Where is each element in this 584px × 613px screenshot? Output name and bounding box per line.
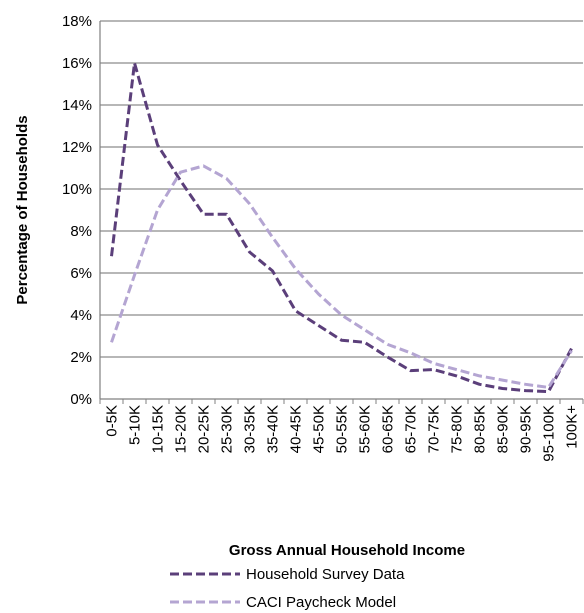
y-tick-label: 4%	[70, 307, 92, 324]
y-tick-label: 2%	[70, 349, 92, 366]
y-tick-label: 8%	[70, 223, 92, 240]
x-tick-label: 40-45K	[288, 405, 305, 453]
x-tick-label: 10-15K	[150, 405, 167, 453]
x-tick-label: 30-35K	[242, 405, 259, 453]
x-tick-label: 45-50K	[311, 405, 328, 453]
series-lines	[110, 61, 573, 394]
gridlines	[99, 20, 583, 400]
x-tick-label: 90-95K	[518, 405, 535, 453]
series-line-2	[110, 164, 573, 389]
x-tick-label: 50-55K	[334, 405, 351, 453]
x-tick-label: 15-20K	[173, 405, 190, 453]
x-tick-label: 75-80K	[449, 405, 466, 453]
y-axis-ticks: 0% 2% 4% 6% 8% 10% 12% 14% 16% 18%	[62, 13, 92, 408]
x-axis-ticks: 0-5K 5-10K 10-15K 15-20K 20-25K 25-30K 30-35K 3…	[99, 399, 584, 462]
x-tick-label: 65-70K	[403, 405, 420, 453]
y-tick-label: 18%	[62, 13, 92, 30]
y-axis-title: Percentage of Households	[14, 115, 31, 304]
x-tick-label: 20-25K	[196, 405, 213, 453]
x-tick-label: 35-40K	[265, 405, 282, 453]
x-tick-label: 70-75K	[426, 405, 443, 453]
x-tick-label: 100K+	[564, 405, 581, 449]
x-tick-label: 95-100K	[541, 405, 558, 462]
x-tick-label: 80-85K	[472, 405, 489, 453]
legend: Household Survey Data CACI Paycheck Model	[170, 566, 405, 611]
series-line-1	[110, 61, 573, 394]
x-tick-label: 55-60K	[357, 405, 374, 453]
x-tick-label: 0-5K	[104, 405, 121, 437]
x-tick-label: 5-10K	[127, 405, 144, 445]
y-tick-label: 16%	[62, 55, 92, 72]
legend-label-2: CACI Paycheck Model	[246, 594, 396, 611]
x-tick-label: 25-30K	[219, 405, 236, 453]
y-tick-label: 10%	[62, 181, 92, 198]
y-tick-label: 0%	[70, 391, 92, 408]
x-tick-label: 85-90K	[495, 405, 512, 453]
y-tick-label: 6%	[70, 265, 92, 282]
x-tick-label: 60-65K	[380, 405, 397, 453]
x-axis-title: Gross Annual Household Income	[229, 542, 465, 559]
y-tick-label: 12%	[62, 139, 92, 156]
legend-label-1: Household Survey Data	[246, 566, 405, 583]
y-tick-label: 14%	[62, 97, 92, 114]
